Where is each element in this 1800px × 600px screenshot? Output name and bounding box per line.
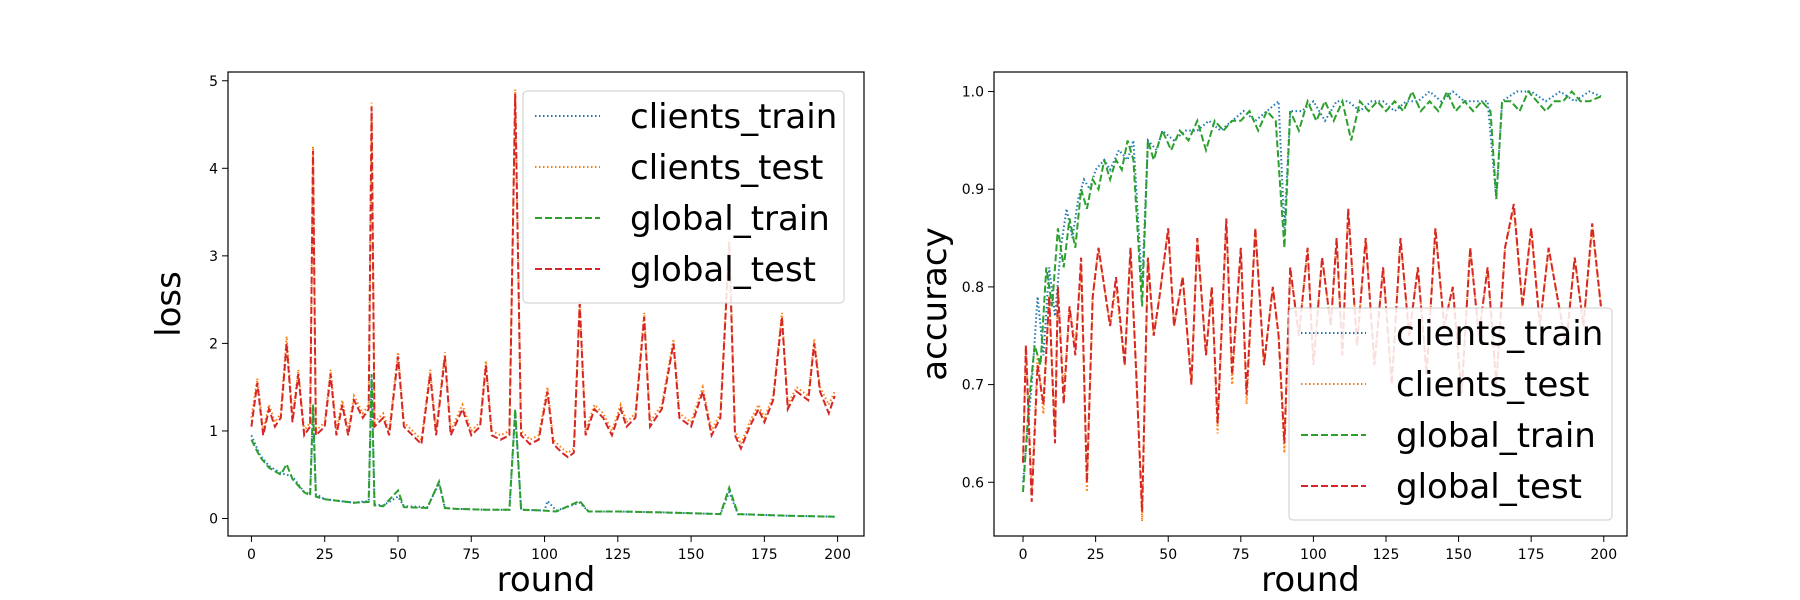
y-tick-label: 0.6 (962, 475, 984, 491)
x-tick-label: 125 (1373, 547, 1400, 563)
x-tick-label: 200 (1590, 547, 1617, 563)
y-axis-label: accuracy (915, 227, 955, 380)
x-tick-label: 125 (604, 547, 631, 563)
x-tick-label: 75 (1232, 547, 1250, 563)
series-line-global-train (1022, 89, 1602, 493)
y-tick-label: 4 (209, 161, 218, 177)
x-tick-label: 0 (1019, 547, 1028, 563)
y-tick-label: 0.9 (962, 182, 984, 198)
x-tick-label: 175 (1518, 547, 1545, 563)
y-tick-label: 0.7 (962, 378, 984, 394)
legend-label-clients-train: clients_train (630, 97, 837, 137)
x-tick-label: 75 (462, 547, 480, 563)
y-axis-label: loss (149, 271, 189, 337)
x-tick-label: 50 (1159, 547, 1177, 563)
series-line-global-train (250, 373, 835, 518)
x-tick-label: 25 (1087, 547, 1105, 563)
axes-frame (993, 71, 1628, 537)
y-tick-label: 1 (209, 424, 218, 440)
x-axis-label: round (1261, 560, 1360, 600)
y-tick-label: 3 (209, 249, 218, 265)
series-line-clients-train (250, 378, 835, 518)
x-tick-label: 25 (316, 547, 334, 563)
series-line-clients-train (1022, 90, 1602, 483)
legend: clients_train clients_test global_trainglo… (1288, 307, 1613, 521)
loss-panel: 0 25 50 75 100 125 150 175 200 0 1 2 3 4 5 round loss cli… (149, 71, 865, 600)
x-tick-label: 100 (531, 547, 558, 563)
axes-frame (227, 71, 865, 537)
y-tick-label: 2 (209, 336, 218, 352)
x-tick-label: 150 (678, 547, 705, 563)
x-tick-label: 150 (1445, 547, 1472, 563)
series-line-global-test (250, 93, 836, 459)
legend-label-global-test: global_test (1396, 467, 1582, 507)
y-tick-label: 5 (209, 74, 218, 90)
x-tick-label: 50 (389, 547, 407, 563)
x-axis-label: round (497, 560, 596, 600)
y-tick-label: 1.0 (962, 85, 984, 101)
legend: clients_train clients_test global_trainglo… (522, 90, 845, 304)
legend-label-global-train: global_train (1396, 416, 1596, 456)
legend-label-global-train: global_train (630, 199, 830, 239)
legend-label-global-test: global_test (630, 250, 816, 290)
legend-label-clients-train: clients_train (1396, 314, 1603, 354)
y-tick-label: 0.8 (962, 280, 984, 296)
x-tick-label: 200 (824, 547, 851, 563)
x-tick-label: 0 (247, 547, 256, 563)
legend-label-clients-test: clients_test (630, 148, 823, 188)
x-tick-label: 100 (1300, 547, 1327, 563)
y-tick-label: 0 (209, 511, 218, 527)
accuracy-panel: 0 25 50 75 100 125 150 175 200 0.6 0.7 0.8 0.9 1.0 rou… (915, 71, 1628, 600)
series-line-global-test (1022, 203, 1602, 512)
legend-label-clients-test: clients_test (1396, 365, 1589, 405)
x-tick-label: 175 (751, 547, 778, 563)
series-line-clients-test (1022, 208, 1602, 522)
